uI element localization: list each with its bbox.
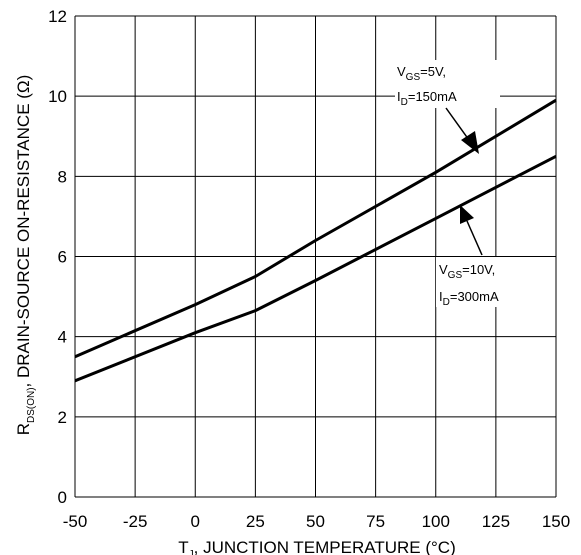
y-tick-label: 6 [58,248,67,267]
annotation-vgs10-line2: ID=300mA [439,289,499,308]
y-tick-label: 4 [58,328,67,347]
y-axis-label: RDS(ON), DRAIN-SOURCE ON-RESISTANCE (Ω) [14,75,37,436]
x-tick-label: 25 [246,512,265,531]
annotation-vgs5-arrowhead [461,131,479,154]
x-tick-label: -25 [123,512,148,531]
y-tick-label: 8 [58,167,67,186]
y-tick-label: 12 [48,7,67,26]
x-tick-label: 150 [542,512,570,531]
annotation-vgs10: VGS=10V, ID=300mA [436,205,541,308]
annotation-vgs5-line1: VGS=5V, [397,64,446,83]
annotation-vgs10-arrowhead [460,205,474,224]
x-tick-label: 75 [366,512,385,531]
annotation-vgs10-background [436,257,541,307]
annotation-vgs5-background [395,60,500,108]
x-tick-label: 100 [422,512,450,531]
x-tick-label: 0 [191,512,200,531]
x-axis-label: TJ, JUNCTION TEMPERATURE (°C) [178,538,456,555]
x-tick-label: 50 [306,512,325,531]
annotation-vgs10-line1: VGS=10V, [439,262,495,281]
x-tick-label: -50 [63,512,88,531]
series-line-2 [74,154,557,383]
annotation-vgs5: VGS=5V, ID=150mA [395,60,500,154]
series-line-1 [74,98,557,359]
annotation-vgs5-line2: ID=150mA [397,89,457,108]
y-tick-label: 10 [48,87,67,106]
tick-labels: -50 -25 0 25 50 75 100 125 150 0 2 4 6 8 10 12 [48,7,570,531]
series-lines [74,98,557,383]
x-tick-label: 125 [482,512,510,531]
y-tick-label: 2 [58,408,67,427]
grid [74,15,557,498]
y-tick-label: 0 [58,488,67,507]
annotation-vgs10-arrow-line [466,220,483,256]
